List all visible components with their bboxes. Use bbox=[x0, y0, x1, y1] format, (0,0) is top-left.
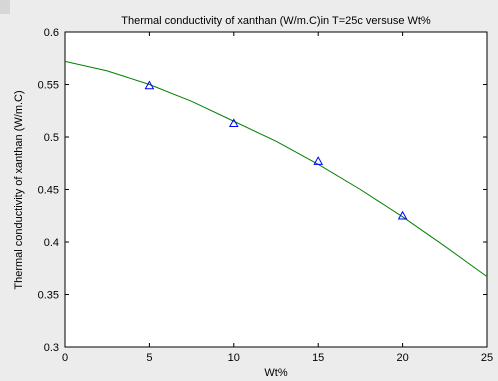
y-tick-label: 0.6 bbox=[44, 27, 59, 39]
data-point-triangle bbox=[228, 118, 239, 128]
x-axis-label: Wt% bbox=[264, 367, 287, 379]
fit-curve-line bbox=[64, 60, 488, 278]
x-tick-label: 10 bbox=[228, 352, 240, 364]
y-tick-label: 0.4 bbox=[44, 237, 59, 249]
ticks-layer bbox=[64, 31, 488, 348]
x-tick-label: 20 bbox=[396, 352, 408, 364]
tick-labels-layer: 0 5 10 15 20 25 0.3 0.35 0.4 0.45 0.5 0.55 0.6 bbox=[38, 27, 494, 364]
corner-patch bbox=[0, 0, 10, 14]
y-tick-label: 0.55 bbox=[38, 80, 59, 92]
data-point-triangle bbox=[313, 156, 324, 165]
x-tick-label: 5 bbox=[146, 352, 152, 364]
data-point-triangle bbox=[397, 210, 408, 220]
y-axis-label: Thermal conductivity of xanthan (W/m.C) bbox=[13, 90, 25, 289]
y-tick-label: 0.35 bbox=[38, 290, 59, 302]
x-tick-label: 15 bbox=[312, 352, 324, 364]
y-tick-label: 0.45 bbox=[38, 185, 59, 197]
x-tick-label: 0 bbox=[62, 352, 68, 364]
chart-title: Thermal conductivity of xanthan (W/m.C)i… bbox=[121, 15, 431, 27]
series-layer bbox=[64, 60, 488, 278]
x-tick-label: 25 bbox=[481, 352, 493, 364]
plot-area bbox=[64, 31, 488, 348]
data-point-triangle bbox=[144, 80, 155, 90]
y-tick-label: 0.5 bbox=[44, 132, 59, 144]
y-tick-label: 0.3 bbox=[44, 342, 59, 354]
